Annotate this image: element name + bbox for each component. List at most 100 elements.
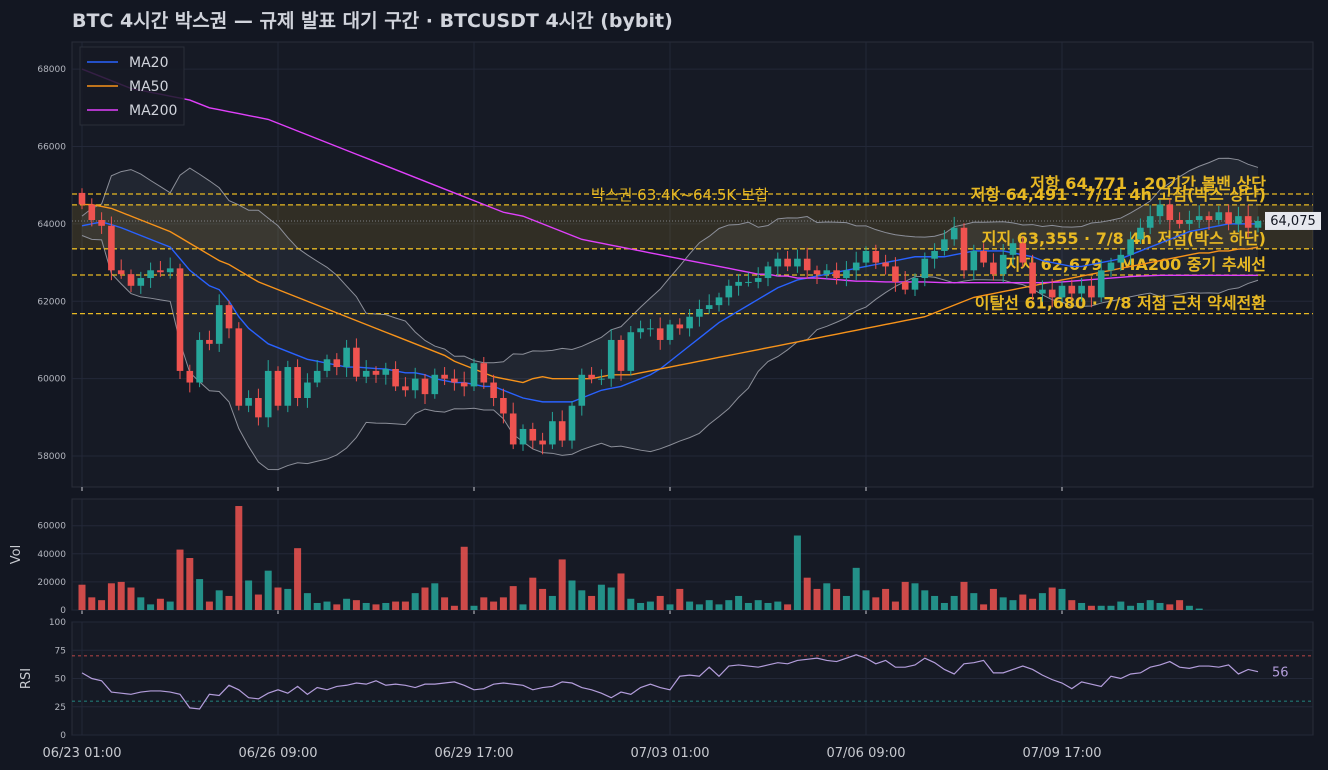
volume-bar (382, 602, 390, 610)
candle (774, 252, 782, 277)
candle-body (1029, 262, 1036, 294)
candle (666, 319, 674, 345)
volume-bar (245, 580, 253, 610)
candle (843, 261, 850, 287)
candle-body (500, 398, 507, 414)
volume-bar (1009, 600, 1017, 610)
candle (88, 198, 96, 227)
candle-body (686, 316, 693, 329)
candle-body (127, 274, 135, 286)
candle-body (88, 204, 96, 220)
volume-bar (323, 601, 331, 610)
candle-body (999, 254, 1007, 275)
volume-bar (578, 590, 586, 610)
volume-bar (1097, 605, 1105, 610)
volume-bar (1019, 594, 1027, 610)
volume-bar (78, 584, 86, 610)
candle (725, 279, 733, 306)
volume-bar (715, 604, 723, 610)
candle (470, 358, 478, 392)
candle (372, 366, 380, 383)
legend-entry-label: MA50 (129, 79, 168, 95)
candle-body (1009, 243, 1017, 255)
candle (157, 261, 164, 277)
volume-bar (392, 601, 400, 610)
candle-body (1176, 220, 1183, 224)
volume-bar (274, 587, 282, 610)
candle-body (598, 378, 605, 380)
candle-body (578, 374, 586, 406)
candle-body (1088, 285, 1095, 298)
volume-bar (519, 604, 527, 610)
candle (823, 264, 831, 279)
candle (402, 377, 409, 397)
volume-bar (725, 600, 733, 610)
candle-body (637, 328, 644, 333)
volume-panel (71, 498, 1314, 611)
volume-bar (588, 595, 596, 610)
volume-bar (940, 602, 948, 610)
candle-body (470, 363, 478, 387)
candle-body (362, 370, 370, 377)
volume-bar (607, 587, 615, 610)
volume-bar (431, 583, 439, 610)
candle (509, 402, 517, 450)
volume-bar (852, 567, 860, 610)
candle (519, 424, 527, 451)
volume-bar (205, 601, 213, 610)
volume-axis-label: Vol (9, 545, 24, 564)
candle (784, 250, 791, 272)
volume-bar (1176, 600, 1184, 610)
candle-body (490, 382, 497, 398)
volume-bar (784, 604, 792, 610)
volume-y-tick-label: 40000 (37, 550, 66, 560)
candle-body (1097, 270, 1105, 298)
candle (1117, 248, 1125, 271)
candle (1166, 198, 1174, 230)
candle (647, 319, 654, 337)
volume-bar (764, 602, 772, 610)
rsi-y-tick-label: 0 (60, 731, 66, 741)
candle (921, 252, 929, 287)
candle (549, 411, 556, 450)
volume-bar (656, 595, 664, 610)
candle (1009, 238, 1017, 265)
volume-bar (372, 604, 380, 610)
candle (1048, 278, 1056, 308)
level-label: 저항 64,771 · 20기간 볼밴 상단 (1030, 174, 1266, 193)
candle (382, 362, 390, 385)
candle (431, 368, 439, 399)
candle (137, 271, 145, 294)
candle (1176, 212, 1183, 229)
candle-body (284, 367, 292, 406)
candle (117, 259, 125, 279)
candle-body (696, 309, 703, 317)
bollinger-lower-line (81, 235, 1259, 471)
candle-body (255, 398, 262, 418)
level-label: 지지 63,355 · 7/8 4h 저점(박스 하단) (982, 229, 1266, 248)
candle (421, 374, 429, 404)
candle (892, 257, 899, 292)
candle-body (872, 250, 880, 263)
candle-body (294, 367, 301, 398)
volume-bar (666, 604, 674, 610)
candle (108, 216, 115, 281)
candle (980, 243, 987, 268)
candle (882, 254, 889, 275)
candle (833, 262, 840, 285)
volume-bar (872, 597, 880, 610)
volume-bar (264, 570, 272, 610)
volume-bar (509, 586, 517, 610)
candle-body (1107, 262, 1115, 271)
candle-body (147, 270, 154, 279)
candle-body (980, 250, 987, 263)
candle-body (813, 270, 821, 275)
volume-bar (225, 595, 233, 610)
volume-bar (646, 601, 654, 610)
candle (676, 318, 684, 335)
candle-body (1039, 289, 1046, 294)
candle (1078, 278, 1085, 302)
x-tick-label: 07/09 17:00 (1022, 746, 1101, 761)
candle (1186, 210, 1193, 231)
last-price-tag (1265, 211, 1321, 230)
